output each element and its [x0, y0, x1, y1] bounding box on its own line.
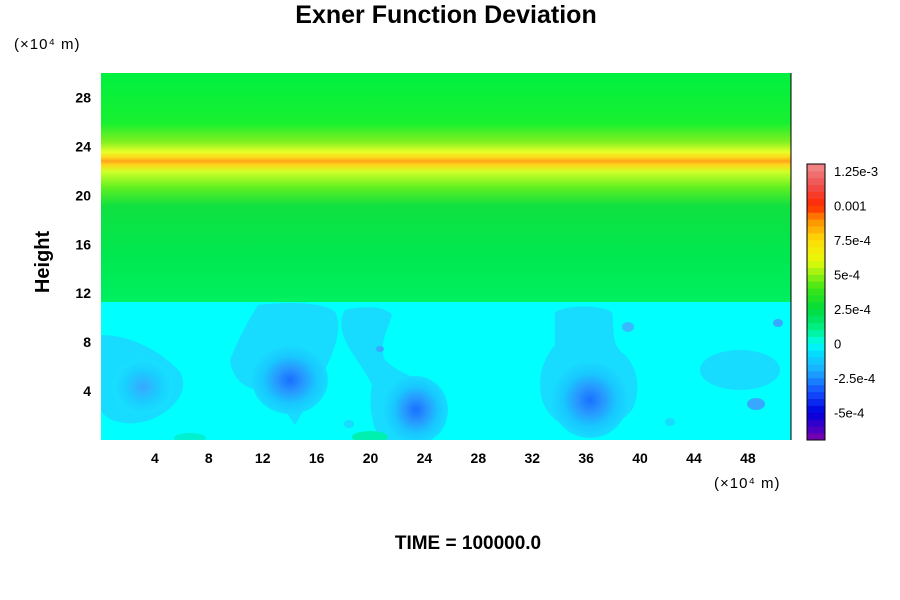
y-tick-label: 12 [75, 285, 91, 301]
colorbar-segment [807, 412, 825, 420]
x-axis-unit: (×10⁴ m) [714, 475, 781, 492]
minimum-5 [747, 398, 765, 410]
colorbar-segment [807, 357, 825, 365]
colorbar-segment [807, 212, 825, 220]
y-tick-label: 4 [83, 383, 91, 399]
minimum-9 [665, 418, 675, 426]
lower-contour-5 [700, 350, 780, 390]
x-tick-label: 40 [632, 450, 648, 466]
x-tick-label: 28 [471, 450, 487, 466]
colorbar-segment [807, 274, 825, 282]
x-tick-label: 32 [524, 450, 540, 466]
bottom-blob-2 [174, 433, 206, 440]
colorbar-segment [807, 219, 825, 227]
minimum-1 [113, 359, 173, 415]
colorbar-tick-label: 1.25e-3 [834, 164, 878, 179]
colorbar-tick-label: 2.5e-4 [834, 302, 871, 317]
y-tick-labels: 4 8 12 16 20 24 28 [75, 89, 91, 399]
colorbar-segment [807, 377, 825, 386]
x-tick-label: 24 [417, 450, 433, 466]
colorbar-segment [807, 295, 825, 303]
colorbar-segment [807, 336, 825, 344]
minimum-3 [384, 376, 448, 440]
colorbar-segment [807, 288, 825, 296]
y-tick-label: 16 [75, 236, 91, 252]
colorbar-segment [807, 433, 825, 441]
colorbar-segment [807, 343, 825, 351]
x-tick-label: 44 [686, 450, 702, 466]
colorbar-segment [807, 371, 825, 379]
minimum-6 [773, 319, 783, 327]
chart-title: Exner Function Deviation [295, 1, 596, 29]
colorbar-tick-label: 0.001 [834, 198, 867, 213]
colorbar-segment [807, 177, 825, 186]
y-axis-unit: (×10⁴ m) [14, 36, 81, 53]
minimum-7 [376, 346, 384, 352]
colorbar-tick-label: 5e-4 [834, 267, 860, 282]
x-tick-label: 16 [309, 450, 325, 466]
colorbar-segment [807, 226, 825, 234]
colorbar-tick-label: 0 [834, 336, 841, 351]
colorbar-segment [807, 315, 825, 324]
y-axis-label: Height [32, 231, 54, 294]
colorbar-segment [807, 170, 825, 179]
colorbar-segment [807, 405, 825, 413]
plot-area [101, 73, 791, 440]
y-tick-label: 24 [75, 138, 91, 154]
minimum-4 [552, 362, 628, 438]
colorbar-segment [807, 233, 825, 241]
x-tick-label: 36 [578, 450, 594, 466]
colorbar-segment [807, 246, 825, 255]
colorbar-segment [807, 253, 825, 261]
bottom-blob-1 [352, 431, 388, 440]
colorbar-tick-label: 7.5e-4 [834, 233, 871, 248]
colorbar-tick-label: -5e-4 [834, 405, 864, 420]
colorbar-segment [807, 281, 825, 289]
x-tick-labels: 4 8 12 16 20 24 28 32 36 40 44 48 [151, 450, 756, 466]
colorbar-segment [807, 384, 825, 393]
colorbar-segment [807, 205, 825, 213]
x-tick-label: 4 [151, 450, 159, 466]
colorbar-segment [807, 322, 825, 330]
colorbar-segment [807, 191, 825, 199]
colorbar-segment [807, 426, 825, 434]
x-tick-label: 12 [255, 450, 271, 466]
colorbar-tick-labels: 1.25e-3 0.001 7.5e-4 5e-4 2.5e-4 0 -2.5e-4 -5e-… [834, 164, 878, 421]
colorbar-segment [807, 391, 825, 399]
x-tick-label: 8 [205, 450, 213, 466]
colorbar-segment [807, 267, 825, 275]
colorbar-border [806, 163, 826, 441]
colorbar [806, 163, 826, 441]
minimum-8 [344, 420, 354, 428]
colorbar-segment [807, 260, 825, 268]
colorbar-segment [807, 419, 825, 427]
colorbar-segment [807, 198, 825, 206]
time-label: TIME = 100000.0 [395, 533, 541, 554]
y-tick-label: 20 [75, 187, 91, 203]
minimum-2 [252, 346, 328, 414]
colorbar-segment [807, 239, 825, 248]
colorbar-segment [807, 350, 825, 358]
colorbar-segment [807, 302, 825, 310]
x-tick-label: 48 [740, 450, 756, 466]
colorbar-segment [807, 308, 825, 317]
x-tick-label: 20 [363, 450, 379, 466]
colorbar-tick-label: -2.5e-4 [834, 371, 875, 386]
upper-field [101, 73, 791, 302]
colorbar-segment [807, 184, 825, 192]
minimum-10 [622, 322, 634, 332]
colorbar-segment [807, 364, 825, 372]
colorbar-segment [807, 329, 825, 337]
colorbar-segment [807, 398, 825, 406]
y-tick-label: 8 [83, 334, 91, 350]
colorbar-segment [807, 164, 825, 172]
y-tick-label: 28 [75, 89, 91, 105]
